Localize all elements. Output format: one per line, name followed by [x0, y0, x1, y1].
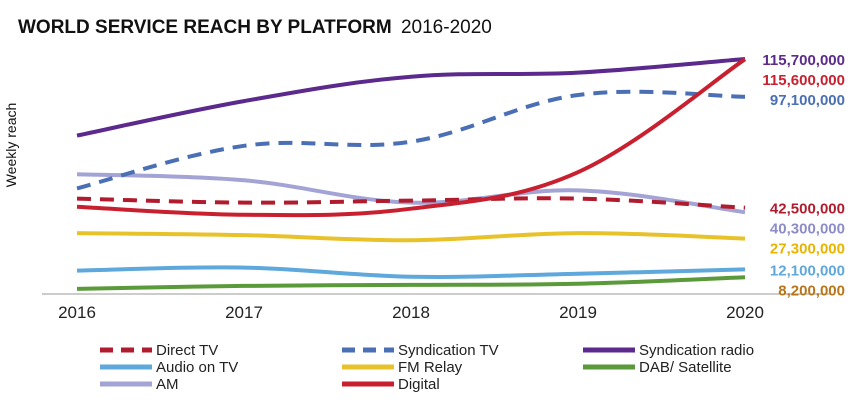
- end-label-am: 40,300,000: [770, 221, 845, 238]
- y-axis-label: Weekly reach: [3, 103, 19, 188]
- series-line-direct-tv: [76, 196, 746, 210]
- legend-label-syndication-radio: Syndication radio: [639, 342, 754, 359]
- end-label-syndication-radio: 115,700,000: [762, 52, 845, 69]
- legend-item-syndication-tv: Syndication TV: [342, 342, 499, 359]
- end-label-direct-tv: 42,500,000: [770, 201, 845, 218]
- end-label-digital: 115,600,000: [762, 72, 845, 89]
- legend-label-fm-relay: FM Relay: [398, 359, 463, 376]
- series-line-fm-relay: [76, 231, 746, 243]
- legend-label-am: AM: [156, 376, 179, 393]
- legend-label-direct-tv: Direct TV: [156, 342, 218, 359]
- end-label-audio-on-tv: 12,100,000: [770, 262, 845, 279]
- legend-label-dab-satellite: DAB/ Satellite: [639, 359, 732, 376]
- series-line-am: [76, 172, 746, 215]
- legend-item-fm-relay: FM Relay: [342, 359, 463, 376]
- legend-label-syndication-tv: Syndication TV: [398, 342, 499, 359]
- legend-item-direct-tv: Direct TV: [100, 342, 218, 359]
- x-tick-label-2019: 2019: [559, 303, 597, 322]
- x-tick-label-2020: 2020: [726, 303, 764, 322]
- chart-title-main: WORLD SERVICE REACH BY PLATFORM: [18, 17, 392, 38]
- chart-title-years: 2016-2020: [401, 17, 492, 38]
- x-tick-label-2017: 2017: [225, 303, 263, 322]
- legend-label-audio-on-tv: Audio on TV: [156, 359, 238, 376]
- legend-item-digital: Digital: [342, 376, 440, 393]
- end-label-dab-satellite: 8,200,000: [778, 282, 845, 299]
- x-tick-label-2016: 2016: [58, 303, 96, 322]
- series-line-dab-satellite: [76, 275, 746, 291]
- legend-item-syndication-radio: Syndication radio: [583, 342, 754, 359]
- legend-item-dab-satellite: DAB/ Satellite: [583, 359, 732, 376]
- chart-title: WORLD SERVICE REACH BY PLATFORM 2016-202…: [18, 17, 492, 38]
- x-tick-label-2018: 2018: [392, 303, 430, 322]
- series-line-digital: [76, 57, 747, 218]
- series-line-syndication-radio: [76, 57, 746, 138]
- legend-item-am: AM: [100, 376, 179, 393]
- series-line-syndication-tv: [76, 89, 746, 191]
- legend-label-digital: Digital: [398, 376, 440, 393]
- end-label-fm-relay: 27,300,000: [770, 241, 845, 258]
- end-label-syndication-tv: 97,100,000: [770, 92, 845, 109]
- legend-item-audio-on-tv: Audio on TV: [100, 359, 238, 376]
- series-line-audio-on-tv: [76, 265, 746, 279]
